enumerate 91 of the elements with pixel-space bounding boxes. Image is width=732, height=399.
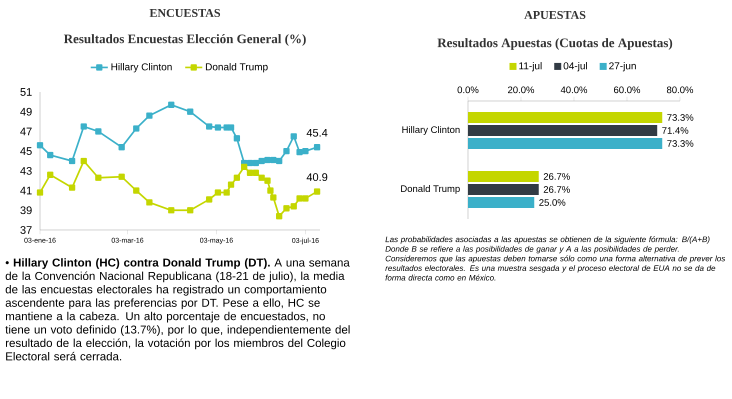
point (296, 195, 303, 202)
data-label: 25.0% (539, 199, 566, 206)
text: Las probabilidades asociadas a las apuestas se obtienen de la siguiente fórmula: B/(A+B) Donde B se refiere a las posibilidades de ganar y A a las posibilidades de perder. (385, 236, 710, 254)
point (36, 142, 44, 148)
chart-title: ENCUESTAS (150, 8, 220, 18)
point (118, 174, 125, 180)
point (146, 199, 153, 206)
y-tick-label: 43 (20, 166, 32, 175)
data-label: 73.3% (667, 140, 694, 147)
bar (468, 196, 534, 208)
text: • Hillary Clinton (HC) contra Donald Trump (DT). A una semana de la Convención Nacional Republicana (18-21 de julio), la media de las encuestas electorales ha registrado un comportamiento ascendente para las preferencias por DT. Pese a ello, HC se mantiene a la cabeza. Un alto porcentaje de encuestados, no tiene un voto definido (13.7%), por lo que, independientemente del resultado de la elección, la votación por los miembros del Colegio Electoral será cerrada. (5, 258, 350, 360)
legend-label: Hillary Clinton (111, 63, 172, 72)
point (270, 156, 276, 164)
point (314, 144, 320, 150)
point (264, 178, 271, 184)
point (264, 156, 271, 164)
point (95, 174, 102, 181)
point (283, 205, 290, 212)
bar (468, 112, 662, 123)
text: Consideremos que las apuestas deben tomarse sólo como una forma alternativa de prever los resultados electorales. Es una muestra sesgada y el proceso electoral de EUA no se da de forma directa como en México. (385, 255, 726, 281)
x-tick-label: 80.0% (666, 86, 694, 94)
point (68, 158, 76, 164)
point (296, 148, 303, 156)
point (302, 148, 309, 154)
bar (468, 184, 539, 195)
point (246, 170, 254, 176)
point (133, 125, 140, 132)
point (258, 158, 265, 164)
x-tick-label: 0.0% (458, 86, 478, 94)
point (290, 203, 297, 210)
point (68, 184, 76, 191)
point (214, 124, 222, 131)
point (206, 196, 212, 203)
y-tick-label: 37 (20, 226, 32, 234)
point (168, 207, 174, 214)
point (290, 133, 297, 140)
point (314, 188, 320, 195)
data-label: 26.7% (544, 186, 570, 193)
point (228, 182, 234, 188)
point (234, 174, 240, 181)
y-tick-label: 49 (20, 108, 32, 116)
x-tick-label: 20.0% (508, 86, 534, 94)
point (187, 108, 194, 115)
bar (468, 138, 662, 149)
bar (468, 124, 658, 136)
point (267, 187, 274, 194)
y-tick-label: 39 (20, 206, 32, 214)
point (234, 135, 240, 142)
chart-subtitle: Resultados Apuestas (Cuotas de Apuestas) (437, 38, 672, 50)
point (252, 170, 259, 176)
data-label: 73.3% (667, 114, 694, 121)
y-tick-label: 41 (20, 186, 32, 194)
point (168, 102, 174, 108)
x-tick-label: 40.0% (560, 86, 588, 94)
chart-subtitle: Resultados Encuestas Elección General (%) (64, 34, 306, 46)
legend-label: 27-jun (609, 62, 636, 72)
point (47, 172, 54, 178)
legend-label: Donald Trump (206, 63, 268, 72)
point (228, 124, 234, 131)
legend-label: 04-jul (564, 62, 588, 72)
data-label: 26.7% (544, 173, 570, 180)
y-tick-label: 51 (20, 88, 32, 96)
point (302, 195, 309, 202)
point (224, 189, 230, 196)
point (214, 189, 222, 196)
point (47, 152, 54, 158)
annotation: 40.9 (306, 173, 328, 182)
point (276, 213, 282, 220)
x-tick-label: 60.0% (614, 86, 640, 94)
point (258, 174, 265, 181)
legend-label: 11-jul (519, 62, 542, 72)
point (133, 187, 140, 194)
point (283, 148, 290, 154)
bar (468, 170, 539, 182)
point (187, 207, 194, 214)
point (276, 158, 282, 164)
point (146, 112, 153, 119)
point (118, 144, 125, 150)
y-tick-label: 45 (20, 147, 32, 155)
y-tick-label: 47 (20, 128, 32, 136)
point (95, 128, 102, 135)
point (80, 158, 87, 164)
point (80, 123, 87, 130)
point (252, 160, 259, 166)
point (36, 189, 44, 196)
point (270, 194, 276, 201)
point (241, 164, 248, 170)
data-label: 71.4% (662, 127, 688, 134)
point (206, 123, 212, 130)
chart-title: APUESTAS (524, 10, 586, 20)
annotation: 45.4 (306, 128, 328, 137)
